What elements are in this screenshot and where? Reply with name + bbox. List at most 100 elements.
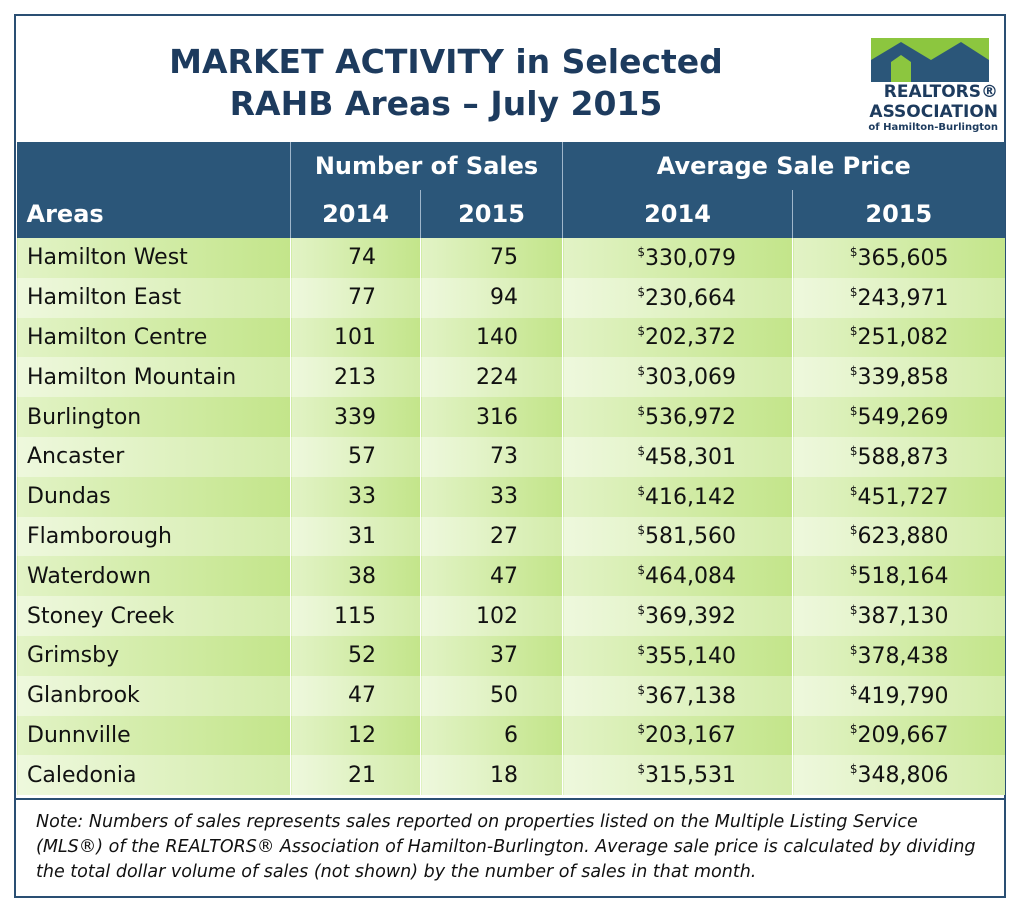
logo-graphic [871, 38, 989, 82]
table-cell: 74 [290, 238, 421, 278]
table-cell: 21 [290, 755, 421, 796]
table-row: Ancaster 57 73 $458,301 $588,873 [16, 436, 1005, 477]
table-row: Flamborough 31 27 $581,560 $623,880 [16, 516, 1005, 557]
table-cell: $581,560 [562, 516, 793, 557]
table-cell: Dunnville [16, 715, 291, 756]
table-cell: $303,069 [562, 357, 793, 398]
table-row: Stoney Creek 115 102 $369,392 $387,130 [16, 596, 1005, 636]
table-cell: 52 [290, 635, 421, 676]
table-cell: $330,079 [562, 238, 793, 278]
table-row: Dunnville 12 6 $203,167 $209,667 [16, 715, 1005, 756]
table-cell: $367,138 [562, 675, 793, 716]
table-cell: $588,873 [792, 436, 1005, 477]
logo-text: REALTORS® [883, 82, 998, 102]
table-cell: $549,269 [792, 397, 1005, 437]
table-cell: $355,140 [562, 635, 793, 676]
table-cell: $416,142 [562, 476, 793, 517]
column-header: 2015 [792, 190, 1005, 238]
table-cell: 77 [290, 277, 421, 318]
table-cell: Stoney Creek [16, 596, 291, 636]
table-cell: $369,392 [562, 596, 793, 636]
table-row: Hamilton Mountain 213 224 $303,069 $339,858 [16, 357, 1005, 398]
table-cell: 339 [290, 397, 421, 437]
table-cell: $251,082 [792, 317, 1005, 358]
table-cell: $419,790 [792, 675, 1005, 716]
table-cell: 94 [419, 277, 563, 318]
column-header: 2015 [419, 190, 563, 238]
table-row: Hamilton West 74 75 $330,079 $365,605 [16, 238, 1005, 278]
note: Note: Numbers of sales represents sales … [16, 798, 1004, 898]
table-cell: Glanbrook [16, 675, 291, 716]
table-row: Burlington 339 316 $536,972 $549,269 [16, 397, 1005, 437]
table-cell: 213 [290, 357, 421, 398]
table-cell: Caledonia [16, 755, 291, 796]
table-row: Dundas 33 33 $416,142 $451,727 [16, 476, 1005, 517]
table-cell: Dundas [16, 476, 291, 517]
table-cell: 75 [419, 238, 563, 278]
table-cell: 38 [290, 556, 421, 597]
table-cell: $339,858 [792, 357, 1005, 398]
table-cell: Flamborough [16, 516, 291, 557]
document-frame: MARKET ACTIVITY in Selected RAHB Areas –… [14, 14, 1006, 898]
table-cell: Burlington [16, 397, 291, 437]
table-cell: Waterdown [16, 556, 291, 597]
table-cell: Hamilton East [16, 277, 291, 318]
table-cell: Hamilton West [16, 238, 291, 278]
column-header: 2014 [562, 190, 793, 238]
table-cell: $518,164 [792, 556, 1005, 597]
table-cell: $458,301 [562, 436, 793, 477]
table-cell: 27 [419, 516, 563, 557]
table-cell: $451,727 [792, 476, 1005, 517]
table-cell: Grimsby [16, 635, 291, 676]
table-cell: 33 [290, 476, 421, 517]
table-cell: 31 [290, 516, 421, 557]
table-cell: $203,167 [562, 715, 793, 756]
group-header: Number of Sales [289, 142, 563, 190]
table-cell: 224 [419, 357, 563, 398]
logo-text: of Hamilton-Burlington [868, 122, 998, 133]
table-cell: 102 [419, 596, 563, 636]
title-line: MARKET ACTIVITY in Selected [169, 42, 723, 81]
header-cell [16, 142, 291, 190]
table-cell: $387,130 [792, 596, 1005, 636]
table-cell: 47 [290, 675, 421, 716]
table-row: Hamilton East 77 94 $230,664 $243,971 [16, 277, 1005, 318]
table-cell: $378,438 [792, 635, 1005, 676]
table-cell: 47 [419, 556, 563, 597]
table-cell: $623,880 [792, 516, 1005, 557]
column-header: 2014 [290, 190, 421, 238]
table-cell: $348,806 [792, 755, 1005, 796]
table-cell: 57 [290, 436, 421, 477]
table-row: Grimsby 52 37 $355,140 $378,438 [16, 635, 1005, 676]
table-cell: 50 [419, 675, 563, 716]
table-cell: 115 [290, 596, 421, 636]
title-line: RAHB Areas – July 2015 [229, 84, 663, 123]
table-row: Glanbrook 47 50 $367,138 $419,790 [16, 675, 1005, 716]
table-cell: $202,372 [562, 317, 793, 358]
data-table: Number of Sales Average Sale Price Areas… [16, 142, 1005, 796]
table-cell: $230,664 [562, 277, 793, 318]
table-row: Hamilton Centre 101 140 $202,372 $251,082 [16, 317, 1005, 358]
table-cell: 6 [419, 715, 563, 756]
table-cell: Hamilton Centre [16, 317, 291, 358]
table-cell: 140 [419, 317, 563, 358]
table-cell: 12 [290, 715, 421, 756]
group-header: Average Sale Price [562, 142, 1005, 190]
table-cell: $243,971 [792, 277, 1005, 318]
column-header: Areas [16, 190, 291, 238]
table-cell: $365,605 [792, 238, 1005, 278]
table-cell: 316 [419, 397, 563, 437]
table-cell: Hamilton Mountain [16, 357, 291, 398]
table-cell: 18 [419, 755, 563, 796]
table-cell: 73 [419, 436, 563, 477]
logo-text: ASSOCIATION [869, 102, 998, 122]
table-cell: $209,667 [792, 715, 1005, 756]
table-cell: 37 [419, 635, 563, 676]
table-cell: 33 [419, 476, 563, 517]
table-row: Caledonia 21 18 $315,531 $348,806 [16, 755, 1005, 796]
table-cell: $464,084 [562, 556, 793, 597]
table-cell: Ancaster [16, 436, 291, 477]
table-cell: 101 [290, 317, 421, 358]
table-cell: $315,531 [562, 755, 793, 796]
